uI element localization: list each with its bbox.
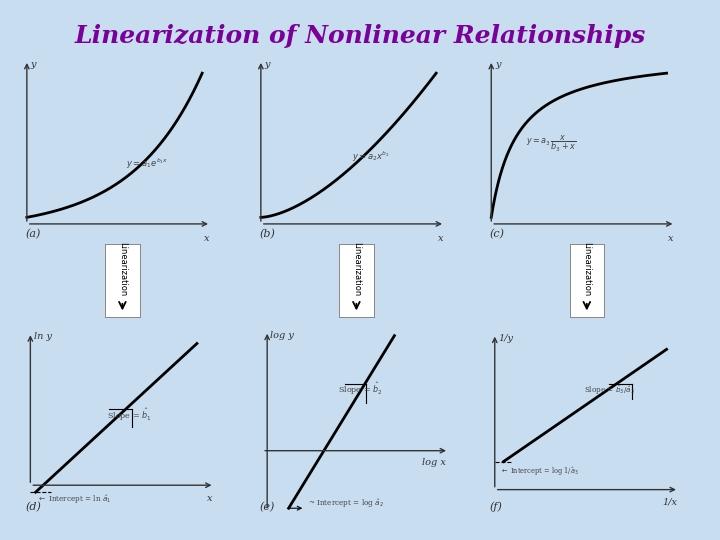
Text: (d): (d) — [25, 502, 41, 512]
Text: 1/y: 1/y — [498, 334, 513, 343]
Text: $\leftarrow$ Intercept = log 1/$\hat{a}_3$: $\leftarrow$ Intercept = log 1/$\hat{a}_… — [500, 465, 579, 478]
Text: (e): (e) — [259, 502, 274, 512]
Text: y: y — [264, 60, 270, 69]
Text: Linearization: Linearization — [582, 242, 591, 296]
Text: 1/x: 1/x — [662, 497, 677, 507]
Text: Slope = $\hat{b}_1$: Slope = $\hat{b}_1$ — [107, 406, 152, 422]
Text: $y = a_2 x^{b_2}$: $y = a_2 x^{b_2}$ — [352, 150, 390, 164]
Text: x: x — [204, 234, 209, 243]
Text: Slope = $\hat{b}_2$: Slope = $\hat{b}_2$ — [338, 381, 383, 397]
Text: ln y: ln y — [34, 333, 52, 341]
Text: $y = a_3\,\dfrac{x}{b_3 + x}$: $y = a_3\,\dfrac{x}{b_3 + x}$ — [526, 134, 577, 154]
Text: Linearization of Nonlinear Relationships: Linearization of Nonlinear Relationships — [74, 24, 646, 48]
Text: y: y — [495, 60, 500, 69]
Text: $y = a_1 e^{b_1 x}$: $y = a_1 e^{b_1 x}$ — [127, 157, 168, 172]
Text: log y: log y — [271, 331, 294, 340]
Text: $\leftarrow$ Intercept = ln $\hat{a}_1$: $\leftarrow$ Intercept = ln $\hat{a}_1$ — [37, 494, 112, 506]
Text: x: x — [207, 494, 212, 503]
Text: log x: log x — [422, 458, 446, 467]
Text: y: y — [30, 60, 36, 69]
Text: (f): (f) — [490, 502, 503, 512]
Text: x: x — [668, 234, 673, 243]
Text: Slope = $\hat{b}_3/\hat{a}_3$: Slope = $\hat{b}_3/\hat{a}_3$ — [584, 383, 635, 397]
Text: Linearization: Linearization — [352, 242, 361, 296]
Text: ~ Intercept = log $\hat{a}_2$: ~ Intercept = log $\hat{a}_2$ — [308, 497, 384, 510]
Text: (a): (a) — [25, 230, 40, 240]
Text: x: x — [438, 234, 443, 243]
Text: Linearization: Linearization — [118, 242, 127, 296]
Text: (b): (b) — [259, 230, 275, 240]
Text: (c): (c) — [490, 230, 505, 240]
